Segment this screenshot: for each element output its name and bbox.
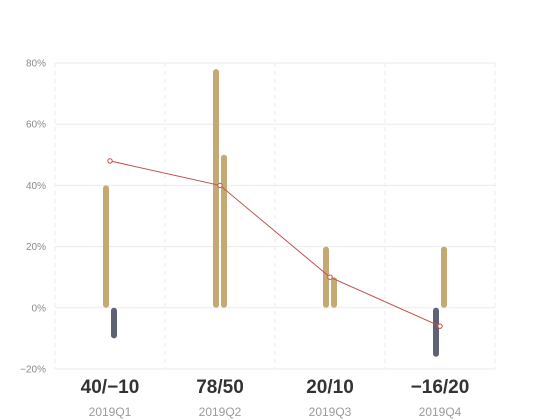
y-tick-label: 80% [26, 59, 46, 70]
bar-2019Q2-s2 [221, 154, 227, 308]
bar-2019Q2-s1 [213, 69, 219, 308]
y-tick-label: 0% [32, 303, 47, 314]
category-value-label: 40/−10 [81, 377, 140, 398]
category-value-label: 78/50 [196, 377, 244, 398]
bar-2019Q1-s1 [103, 185, 109, 308]
line-point-2019Q2 [217, 182, 223, 189]
category-value-label: −16/20 [411, 377, 470, 398]
category-label: 2019Q3 [309, 405, 352, 419]
category-label: 2019Q2 [199, 405, 242, 419]
y-tick-label: −20% [20, 365, 46, 376]
category-labels: 40/−10 2019Q1 78/50 2019Q2 20/10 2019Q3 −16/20… [81, 377, 470, 419]
line-path [109, 160, 441, 327]
y-tick-label: 60% [26, 120, 46, 131]
bar-2019Q3-s2 [331, 277, 337, 308]
bar-2019Q4-s1 [433, 307, 439, 357]
bar-2019Q4-s2 [441, 246, 447, 308]
category-label: 2019Q4 [419, 405, 462, 419]
line-point-2019Q3 [327, 274, 333, 280]
line-point-2019Q4 [437, 323, 443, 329]
bar-2019Q1-s2 [111, 307, 117, 339]
y-tick-label: 40% [26, 181, 46, 192]
category-value-label: 20/10 [306, 377, 354, 398]
grid [54, 62, 496, 370]
y-tick-label: 20% [26, 242, 46, 253]
line-point-2019Q1 [107, 158, 113, 164]
bars [103, 69, 447, 357]
category-label: 2019Q1 [89, 405, 132, 419]
line-series [107, 158, 443, 329]
y-axis-ticks: −20% 0% 20% 40% 60% 80% [20, 59, 46, 376]
bar-2019Q3-s1 [323, 246, 329, 308]
